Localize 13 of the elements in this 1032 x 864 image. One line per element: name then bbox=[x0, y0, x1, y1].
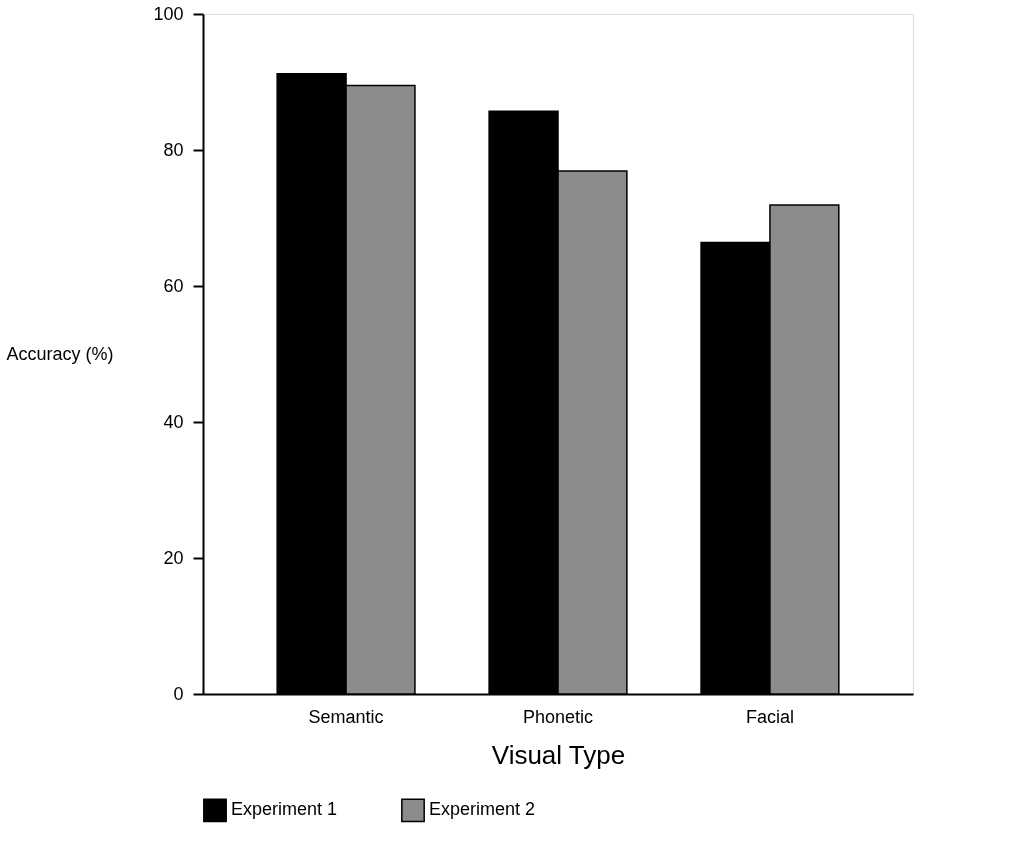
x-tick-label: Semantic bbox=[308, 706, 384, 727]
y-tick-label: 60 bbox=[163, 275, 184, 296]
legend-label: Experiment 2 bbox=[429, 799, 536, 820]
x-tick-label: Facial bbox=[745, 706, 794, 727]
y-tick-label: 20 bbox=[163, 547, 184, 568]
y-tick-label: 0 bbox=[173, 683, 184, 704]
legend-label: Experiment 1 bbox=[231, 799, 338, 820]
y-tick-label: 80 bbox=[163, 139, 184, 160]
x-tick-label: Phonetic bbox=[522, 706, 594, 727]
y-axis-title: Accuracy (%) bbox=[6, 343, 114, 364]
x-axis-title: Visual Type bbox=[491, 739, 626, 770]
y-tick-label: 100 bbox=[153, 3, 184, 24]
y-tick-label: 40 bbox=[163, 411, 184, 432]
